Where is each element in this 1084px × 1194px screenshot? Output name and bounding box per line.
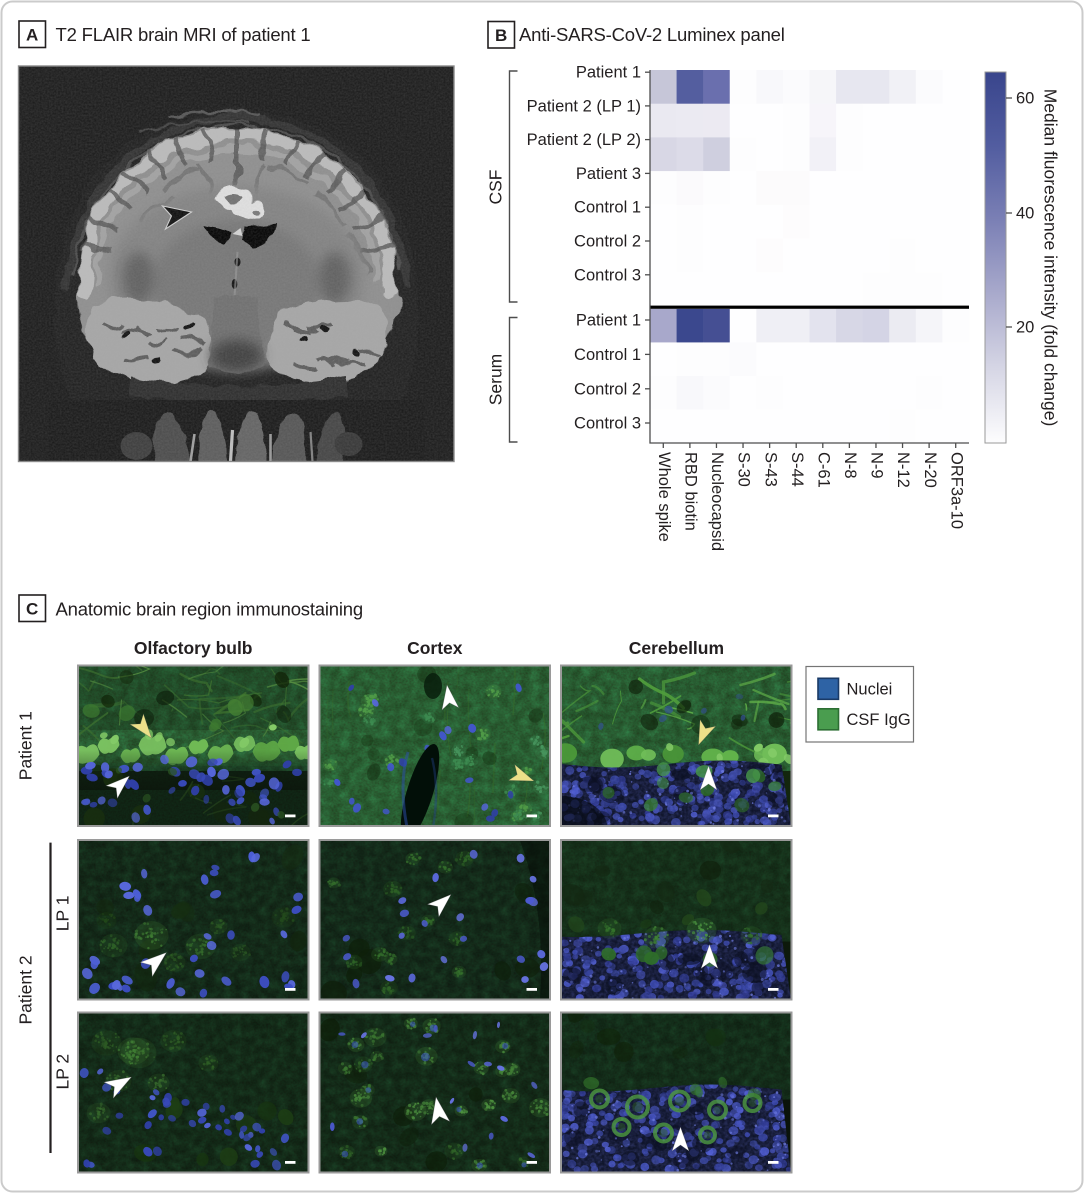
- svg-text:Median fluorescence intensity: Median fluorescence intensity (fold chan…: [1040, 89, 1060, 427]
- svg-text:Patient 2 (LP 1): Patient 2 (LP 1): [527, 97, 641, 115]
- svg-text:Control 3: Control 3: [574, 266, 641, 284]
- svg-text:Control 2: Control 2: [574, 233, 641, 251]
- svg-text:Nucleocapsid: Nucleocapsid: [708, 452, 726, 551]
- svg-text:CSF IgG: CSF IgG: [847, 711, 911, 729]
- svg-text:Serum: Serum: [486, 354, 506, 406]
- svg-text:Control 1: Control 1: [574, 199, 641, 217]
- svg-text:Control 1: Control 1: [574, 346, 641, 364]
- svg-text:S-43: S-43: [761, 452, 779, 487]
- svg-text:Olfactory bulb: Olfactory bulb: [134, 638, 253, 658]
- svg-text:C-61: C-61: [814, 452, 832, 488]
- svg-text:LP 2: LP 2: [53, 1054, 73, 1090]
- svg-text:B: B: [495, 26, 507, 45]
- svg-text:S-30: S-30: [735, 452, 753, 487]
- svg-text:RBD biotin: RBD biotin: [682, 452, 700, 531]
- svg-text:Anti-SARS-CoV-2 Luminex panel: Anti-SARS-CoV-2 Luminex panel: [519, 24, 785, 45]
- svg-text:40: 40: [1016, 205, 1034, 223]
- svg-text:ORF3a-10: ORF3a-10: [947, 452, 965, 529]
- svg-text:Cerebellum: Cerebellum: [629, 638, 724, 658]
- svg-text:Patient 2: Patient 2: [16, 955, 36, 1024]
- svg-text:Control 3: Control 3: [574, 415, 641, 433]
- svg-text:Cortex: Cortex: [407, 638, 463, 658]
- svg-text:Patient 1: Patient 1: [576, 312, 641, 330]
- svg-text:Patient 2 (LP 2): Patient 2 (LP 2): [527, 131, 641, 149]
- svg-text:N-20: N-20: [921, 452, 939, 488]
- svg-text:Nuclei: Nuclei: [847, 681, 893, 699]
- svg-text:LP 1: LP 1: [53, 896, 73, 932]
- svg-text:60: 60: [1016, 90, 1034, 108]
- svg-text:CSF: CSF: [486, 170, 506, 205]
- svg-text:N-9: N-9: [868, 452, 886, 479]
- svg-text:Patient 3: Patient 3: [576, 165, 641, 183]
- svg-text:S-44: S-44: [788, 452, 806, 487]
- svg-text:T2 FLAIR brain MRI of patient: T2 FLAIR brain MRI of patient 1: [56, 24, 311, 45]
- svg-text:Control 2: Control 2: [574, 380, 641, 398]
- svg-text:A: A: [26, 26, 38, 45]
- svg-text:Patient 1: Patient 1: [16, 711, 36, 780]
- svg-text:C: C: [26, 600, 38, 619]
- svg-text:20: 20: [1016, 319, 1034, 337]
- svg-text:Anatomic brain region immunost: Anatomic brain region immunostaining: [56, 599, 363, 620]
- svg-text:Patient 1: Patient 1: [576, 64, 641, 82]
- svg-text:N-8: N-8: [841, 452, 859, 479]
- svg-text:N-12: N-12: [894, 452, 912, 488]
- svg-text:Whole spike: Whole spike: [655, 452, 673, 542]
